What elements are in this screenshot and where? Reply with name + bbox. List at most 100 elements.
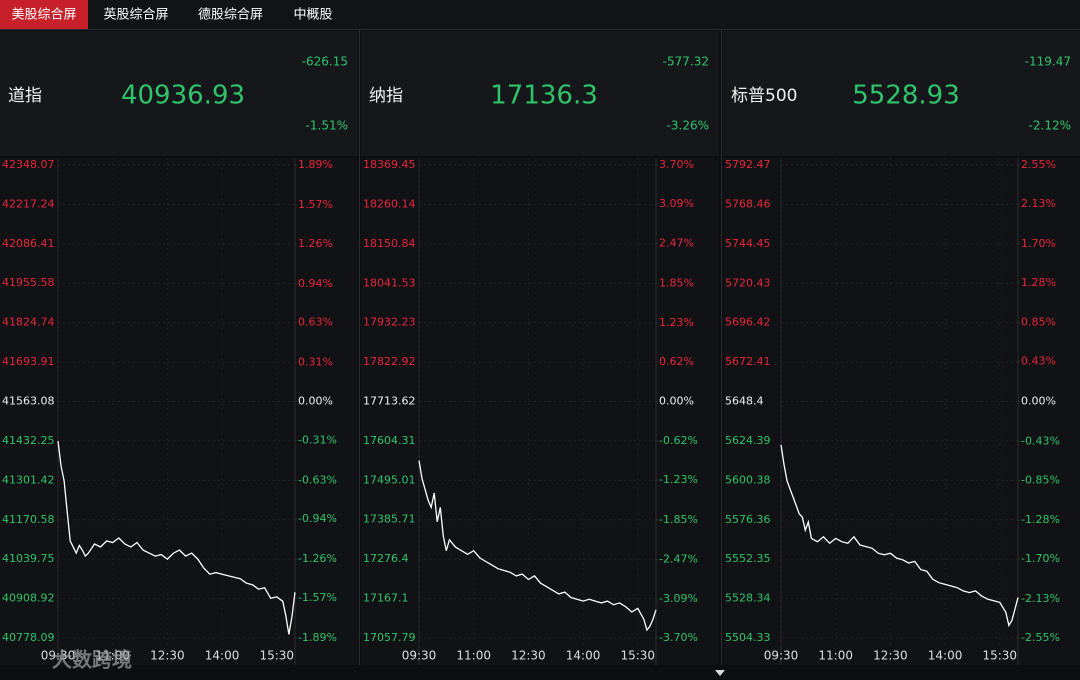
y2-tick-label: 0.43% [1021, 355, 1056, 368]
y2-tick-label: 3.09% [659, 197, 694, 210]
y2-tick-label: 2.47% [659, 237, 694, 250]
y-tick-label: 41955.58 [2, 276, 55, 289]
price-line [57, 440, 296, 635]
chart-area [723, 158, 1080, 665]
y2-tick-label: -2.55% [1021, 631, 1060, 644]
y-tick-label: 18260.14 [363, 197, 416, 210]
y-tick-label: 17713.62 [363, 395, 416, 408]
tab[interactable]: 美股综合屏 [11, 8, 76, 23]
y-tick-label: 5576.36 [725, 513, 771, 526]
y2-tick-label: -1.85% [659, 513, 698, 526]
y2-tick-label: -1.28% [1021, 513, 1060, 526]
y2-tick-label: 0.00% [298, 395, 333, 408]
y-tick-label: 40908.92 [2, 592, 55, 605]
y-tick-label: 41432.25 [2, 434, 55, 447]
index-value: 5528.93 [852, 81, 960, 111]
y2-tick-label: -0.94% [298, 512, 337, 525]
index-change: -577.32 [663, 55, 709, 69]
y-tick-label: 42086.41 [2, 237, 55, 250]
y2-tick-label: 1.26% [298, 237, 333, 250]
y-tick-label: 41693.91 [2, 355, 55, 368]
y-tick-label: 5768.46 [725, 197, 771, 210]
y2-tick-label: 2.13% [1021, 197, 1056, 210]
y-tick-label: 5720.43 [725, 276, 771, 289]
price-line [418, 460, 657, 632]
x-tick-label: 12:30 [511, 649, 546, 663]
y-tick-label: 17385.71 [363, 513, 416, 526]
index-change-pct: -2.12% [1029, 119, 1071, 133]
y2-tick-label: -0.31% [298, 433, 337, 446]
x-tick-label: 11:00 [95, 649, 130, 663]
y-tick-label: 17495.01 [363, 473, 416, 486]
chart-area [361, 158, 719, 665]
y2-tick-label: 0.63% [298, 316, 333, 329]
y-tick-label: 17276.4 [363, 552, 409, 565]
x-tick-label: 15:30 [982, 649, 1017, 663]
y-tick-label: 17932.23 [363, 316, 416, 329]
index-name: 标普500 [731, 86, 797, 106]
y-tick-label: 5696.42 [725, 316, 771, 329]
y-tick-label: 41824.74 [2, 316, 55, 329]
quote-header [0, 31, 358, 156]
y-tick-label: 5648.4 [725, 395, 764, 408]
y-tick-label: 41301.42 [2, 473, 55, 486]
y2-tick-label: -1.23% [659, 473, 698, 486]
y2-tick-label: 1.70% [1021, 237, 1056, 250]
index-change-pct: -3.26% [667, 119, 709, 133]
y2-tick-label: 0.00% [1021, 395, 1056, 408]
y2-tick-label: -1.26% [298, 552, 337, 565]
x-tick-label: 11:00 [818, 649, 853, 663]
y-tick-label: 5552.35 [725, 552, 771, 565]
x-tick-label: 15:30 [620, 649, 655, 663]
y-tick-label: 5528.34 [725, 592, 771, 605]
tab[interactable]: 英股综合屏 [103, 8, 168, 23]
x-tick-label: 09:30 [402, 649, 437, 663]
y2-tick-label: 1.23% [659, 316, 694, 329]
y2-tick-label: 0.62% [659, 355, 694, 368]
y2-tick-label: -0.43% [1021, 434, 1060, 447]
quote-header [723, 31, 1080, 156]
index-name: 纳指 [369, 86, 403, 106]
x-tick-label: 12:30 [873, 649, 908, 663]
y2-tick-label: -1.89% [298, 631, 337, 644]
x-tick-label: 14:00 [205, 649, 240, 663]
y-tick-label: 5600.38 [725, 473, 771, 486]
x-tick-label: 15:30 [259, 649, 294, 663]
y2-tick-label: -0.62% [659, 434, 698, 447]
x-tick-label: 09:30 [41, 649, 76, 663]
x-tick-label: 14:00 [928, 649, 963, 663]
y-tick-label: 17167.1 [363, 592, 409, 605]
y2-tick-label: -1.57% [298, 591, 337, 604]
y2-tick-label: 0.31% [298, 356, 333, 369]
x-tick-label: 12:30 [150, 649, 185, 663]
watermark: 大数跨境 [52, 648, 132, 672]
index-change: -119.47 [1025, 55, 1071, 69]
y-tick-label: 5624.39 [725, 434, 771, 447]
y2-tick-label: -0.63% [298, 473, 337, 486]
y-tick-label: 5792.47 [725, 158, 771, 171]
y2-tick-label: -0.85% [1021, 473, 1060, 486]
x-tick-label: 11:00 [456, 649, 491, 663]
chart-area [0, 158, 358, 665]
y2-tick-label: 0.85% [1021, 316, 1056, 329]
tab-active-bg [0, 0, 88, 29]
y-tick-label: 42217.24 [2, 197, 55, 210]
tab[interactable]: 德股综合屏 [198, 8, 263, 23]
tab-bar [0, 0, 1080, 29]
y-tick-label: 40778.09 [2, 631, 55, 644]
y-tick-label: 41563.08 [2, 395, 55, 408]
index-value: 17136.3 [490, 81, 598, 111]
y-tick-label: 5744.45 [725, 237, 771, 250]
index-value: 40936.93 [121, 81, 245, 111]
expand-arrow[interactable] [715, 670, 725, 676]
y-tick-label: 17822.92 [363, 355, 416, 368]
index-name: 道指 [8, 86, 42, 106]
y-tick-label: 42348.07 [2, 158, 55, 171]
y-tick-label: 17057.79 [363, 631, 416, 644]
tab[interactable]: 中概股 [293, 8, 332, 23]
y-tick-label: 17604.31 [363, 434, 416, 447]
y-tick-label: 18369.45 [363, 158, 416, 171]
y-tick-label: 18150.84 [363, 237, 416, 250]
x-tick-label: 14:00 [566, 649, 601, 663]
